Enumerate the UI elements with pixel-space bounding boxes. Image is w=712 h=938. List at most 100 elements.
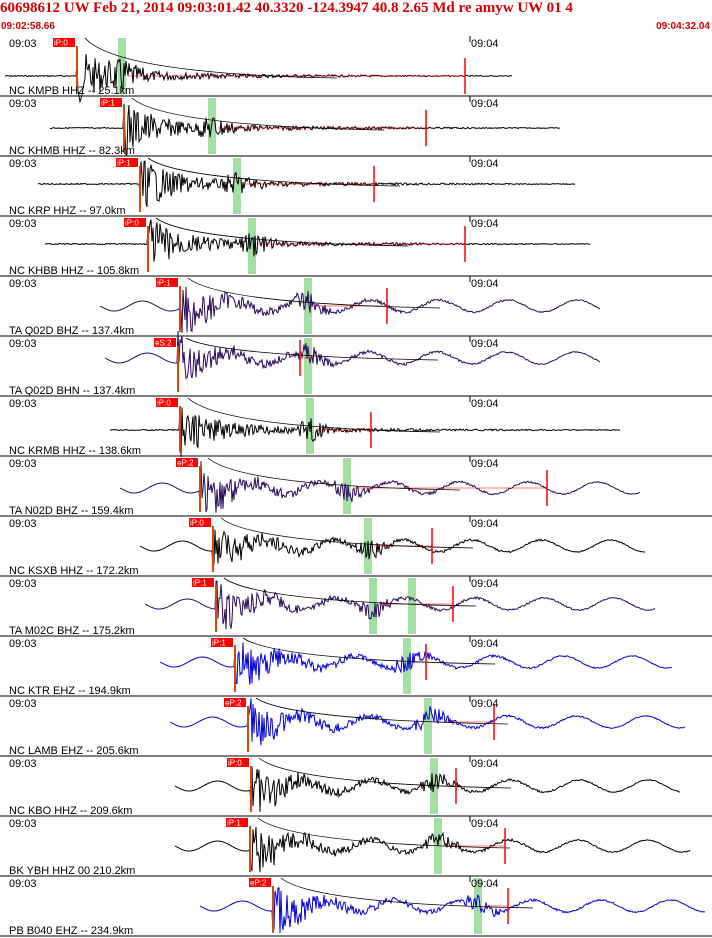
waveform [139,529,646,570]
pick-tag-label: iP:0 [190,519,204,528]
pick-tag [100,98,122,107]
station-label: NC KBO HHZ -- 209.6km [9,805,132,817]
pick-tag [224,698,246,707]
time-label-left: 09:03 [9,278,37,290]
time-label-mid: 09:04 [471,698,499,710]
time-label-mid: 09:04 [471,638,499,650]
trace-row: iP:1 09:03 09:04 TA M02C BHZ -- 175.2km [0,576,712,637]
station-label: TA Q02D BHZ -- 137.4km [9,325,134,337]
travel-time-curve [255,697,509,725]
station-label: PB B040 EHZ -- 234.9km [9,925,133,937]
trace-row: eP:2 09:03 09:04 NC LAMB EHZ -- 205.6km [0,696,712,757]
event-title: 60698612 UW Feb 21, 2014 09:03:01.42 40.… [0,0,573,16]
pick-tag [53,38,75,47]
travel-time-curve [207,457,461,491]
pick-tag [192,578,214,587]
trace-row: iP:1 09:03 09:04 TA Q02D BHZ -- 137.4km [0,276,712,337]
time-label-left: 09:03 [9,218,37,230]
trace-row: eS:2 09:03 09:04 TA Q02D BHN -- 137.4km [0,330,712,397]
time-label-mid: 09:04 [471,518,499,530]
time-label-left: 09:03 [9,818,37,830]
travel-time-curve [187,397,441,433]
pick-tag-label: iP:0 [157,399,171,408]
waveform [109,407,621,458]
time-label-mid: 09:04 [471,878,499,890]
station-label: NC KRP HHZ -- 97.0km [9,205,126,217]
time-label-left: 09:03 [9,158,37,170]
pick-tag-label: iP:0 [54,39,68,48]
trace-row: iP:1 09:03 09:04 NC KRP HHZ -- 97.0km [0,156,712,217]
waveform [159,642,673,685]
time-label-mid: 09:04 [471,818,499,830]
pick-tag [176,458,198,467]
station-label: NC KTR EHZ -- 194.9km [9,685,131,697]
analysis-window [369,578,377,634]
travel-time-curve [147,157,401,187]
time-label-mid: 09:04 [471,38,499,50]
analysis-window [233,158,241,214]
pick-tag-label: iP:1 [227,819,241,828]
pick-tag-label: iP:1 [157,279,171,288]
travel-time-curve [258,757,512,789]
travel-time-curve [223,577,477,607]
time-label-left: 09:03 [9,518,37,530]
pick-tag [116,158,138,167]
trace-row: iP:0 09:03 09:04 NC KRMB HHZ -- 138.6km [0,396,712,458]
station-label: NC LAMB EHZ -- 205.6km [9,745,139,757]
seismogram-panel: iP:0 09:03 09:04 NC KMPB HHZ -- 25.1km iP:1 0… [0,36,712,937]
trace-row: iP:1 09:03 09:04 BK YBH HHZ 00 210.2km [0,816,712,877]
time-label-mid: 09:04 [471,398,499,410]
time-label-left: 09:03 [9,38,37,50]
analysis-window [248,218,256,274]
pick-tag-label: eS:2 [155,339,172,348]
waveform [169,698,686,746]
station-label: NC KMPB HHZ -- 25.1km [9,85,134,97]
pick-tag [124,218,146,227]
time-label-mid: 09:04 [471,578,499,590]
station-label: NC KHMB HHZ -- 82.3km [9,145,135,157]
trace-row: iP:0 09:03 09:04 NC KSXB HHZ -- 172.2km [0,516,712,577]
time-label-mid: 09:04 [471,98,499,110]
trace-row: eP:2 09:03 09:04 PB B040 EHZ -- 234.9km [0,876,712,937]
pick-tag [211,638,233,647]
travel-time-curve [155,217,409,247]
trace-row: iP:1 09:03 09:04 NC KTR EHZ -- 194.9km [0,636,712,697]
travel-time-curve [257,817,511,849]
pick-tag [156,278,178,287]
waveform [104,330,601,380]
end-time: 09:04:32.04 [656,21,710,32]
pick-tag-label: iP:1 [117,159,131,168]
station-label: TA N02D BHZ -- 159.4km [9,505,134,517]
station-label: NC KSXB HHZ -- 172.2km [9,565,139,577]
pick-tag [189,518,211,527]
station-label: TA Q02D BHN -- 137.4km [9,385,135,397]
time-label-left: 09:03 [9,98,37,110]
station-label: TA M02C BHZ -- 175.2km [9,625,135,637]
station-label: NC KRMB HHZ -- 138.6km [9,445,141,457]
analysis-window [118,38,126,94]
trace-row: iP:0 09:03 09:04 NC KMPB HHZ -- 25.1km [0,36,712,104]
travel-time-curve [280,877,534,909]
time-label-left: 09:03 [9,338,37,350]
waveform [199,887,706,934]
waveform [49,103,561,156]
travel-time-curve [131,97,385,131]
pick-tag-label: iP:0 [228,759,242,768]
waveform [99,286,601,334]
travel-time-curve [84,37,338,79]
travel-time-curve [242,637,496,665]
pick-tag-label: eP:2 [225,699,242,708]
pick-tag-label: iP:0 [125,219,139,228]
time-label-mid: 09:04 [471,758,499,770]
time-label-mid: 09:04 [471,458,499,470]
pick-tag-label: iP:1 [212,639,226,648]
waveform [174,827,691,873]
time-label-left: 09:03 [9,638,37,650]
trace-row: iP:0 09:03 09:04 NC KBO HHZ -- 209.6km [0,756,712,817]
time-label-mid: 09:04 [471,338,499,350]
pick-tag [156,398,178,407]
analysis-window [304,338,312,394]
pick-tag-label: iP:1 [101,99,115,108]
travel-time-curve [220,517,474,549]
trace-row: iP:0 09:03 09:04 NC KHBB HHZ -- 105.8km [0,216,712,277]
